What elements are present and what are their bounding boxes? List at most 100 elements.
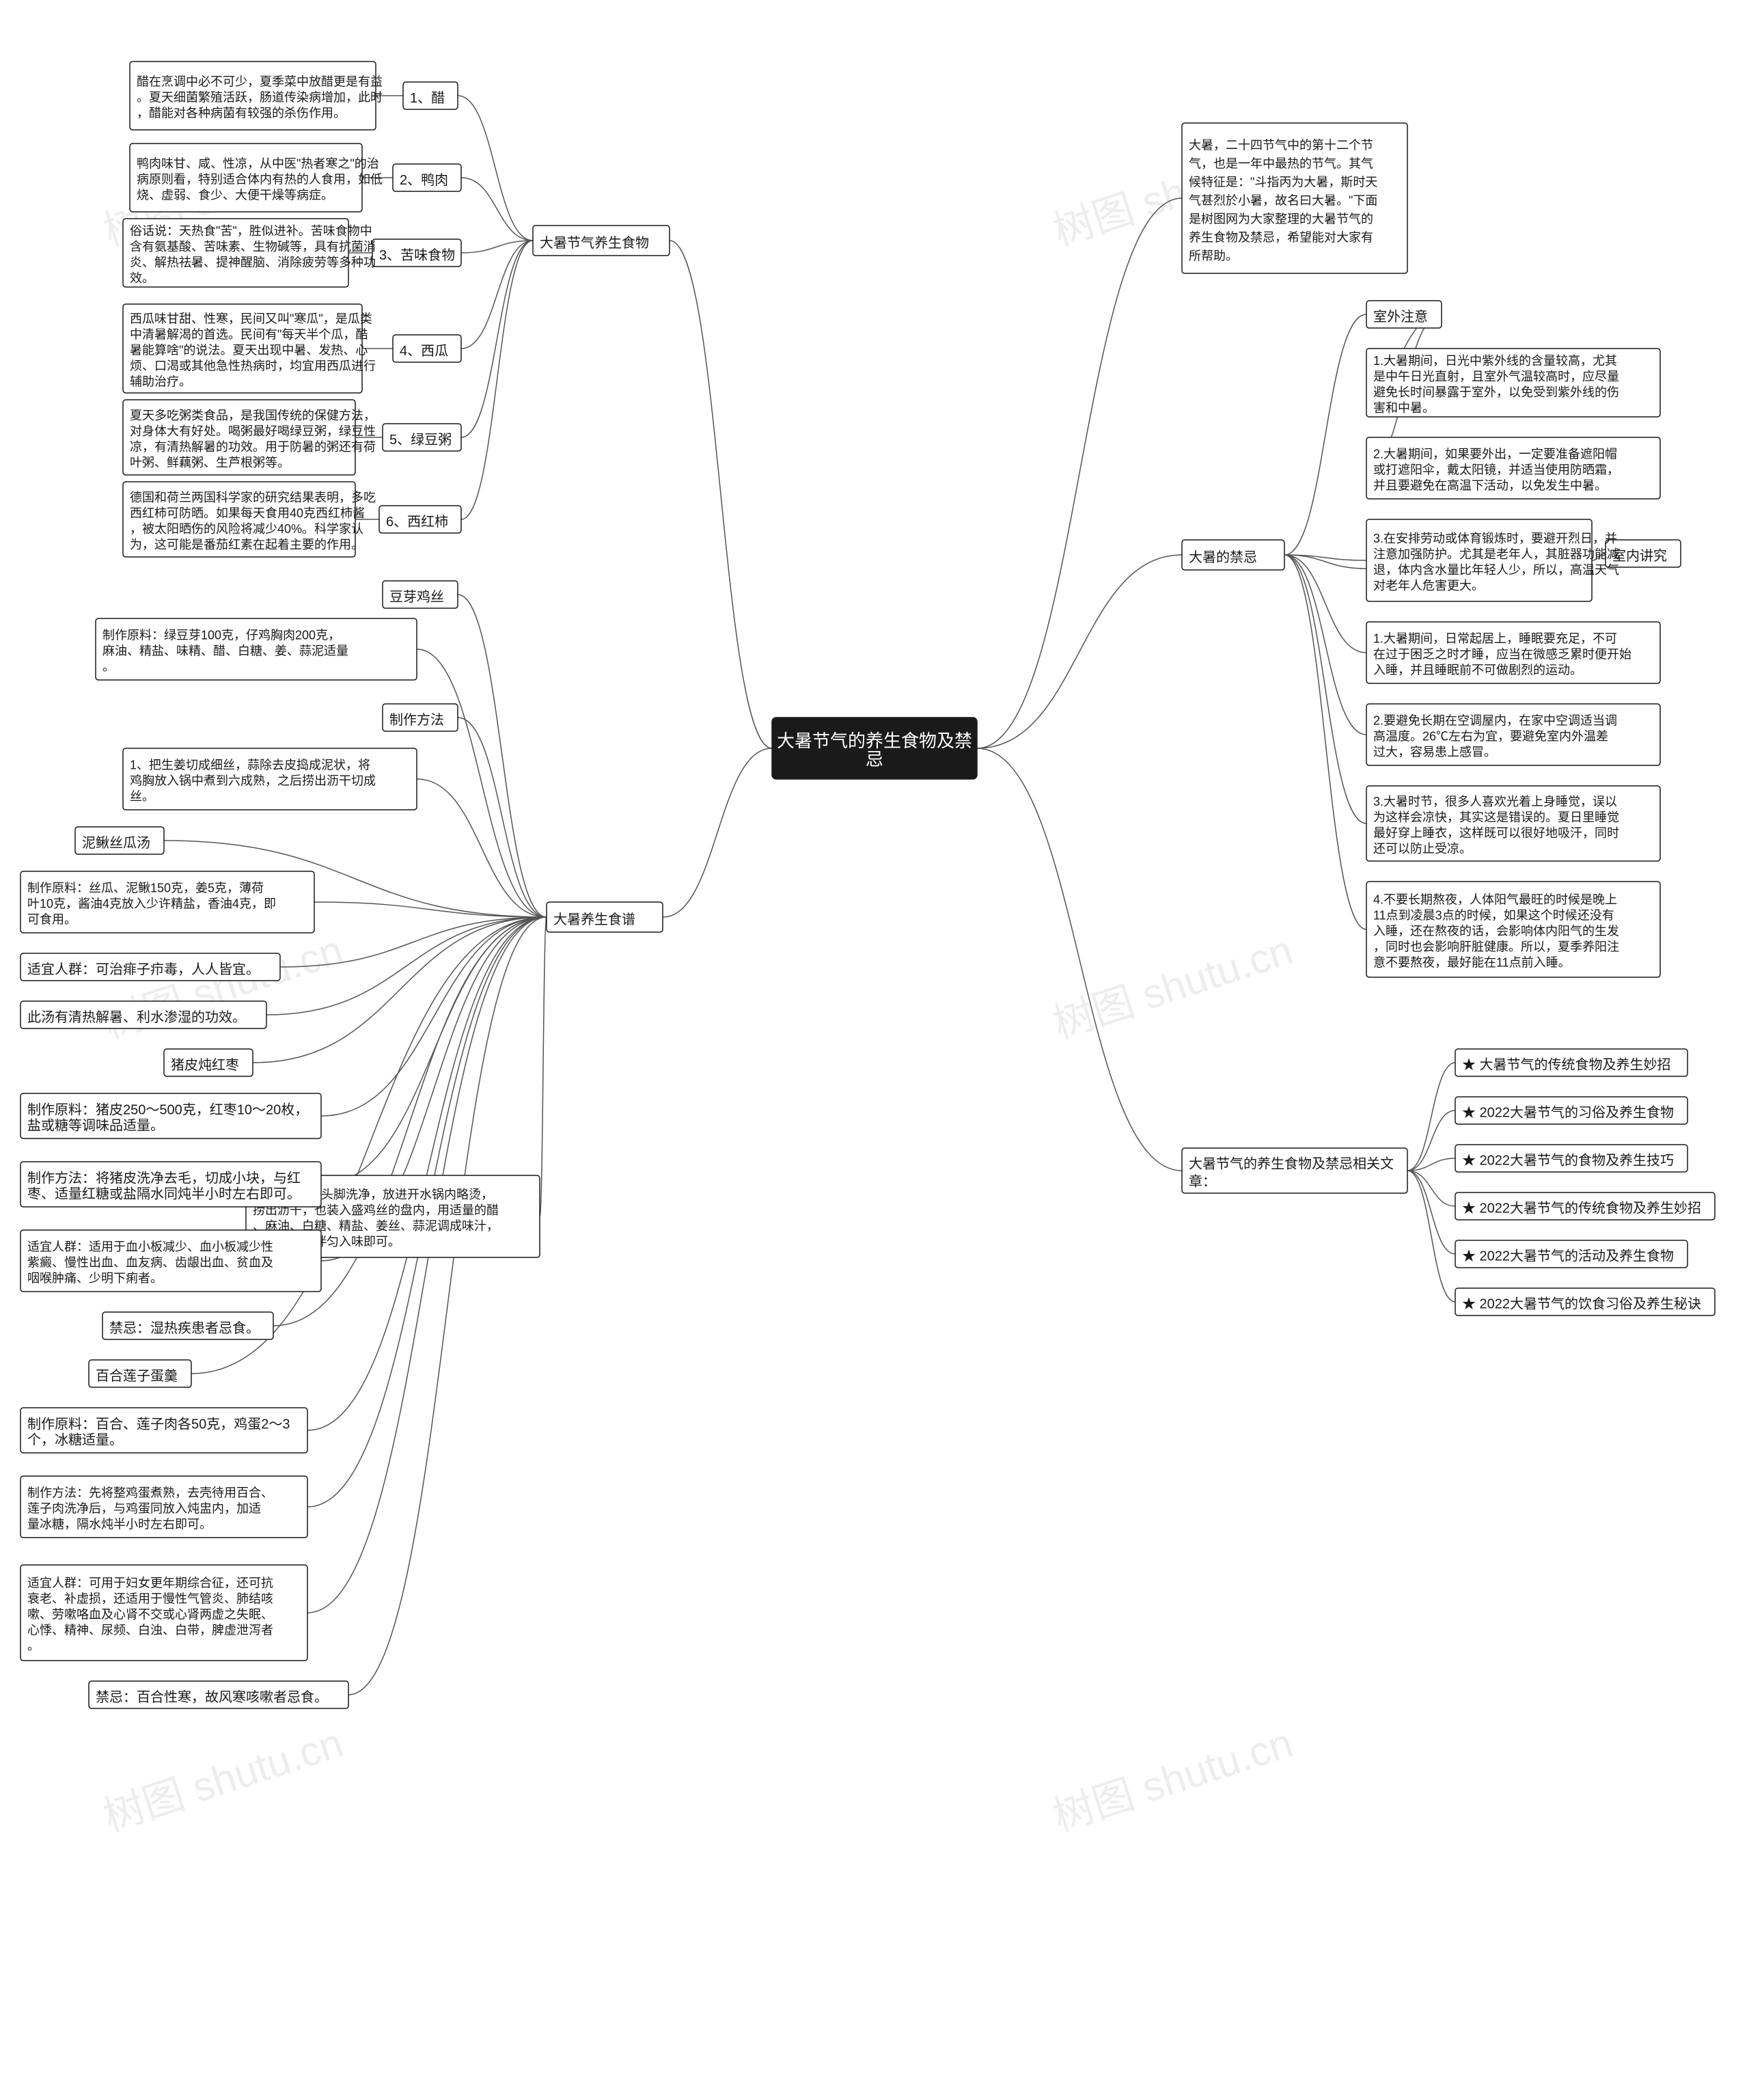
- svg-text:★ 大暑节气的传统食物及养生妙招: ★ 大暑节气的传统食物及养生妙招: [1462, 1056, 1671, 1072]
- svg-text:量冰糖，隔水炖半小时左右即可。: 量冰糖，隔水炖半小时左右即可。: [27, 1518, 212, 1531]
- svg-text:1、醋: 1、醋: [410, 90, 445, 106]
- svg-text:可食用。: 可食用。: [27, 913, 77, 927]
- outdoor-item: 2.大暑期间，如果要外出，一定要准备遮阳帽或打遮阳伞，戴太阳镜，并适当使用防晒霜…: [1366, 437, 1660, 499]
- svg-text:。: 。: [27, 1639, 40, 1652]
- related-item: ★ 2022大暑节气的习俗及养生食物: [1455, 1097, 1688, 1124]
- svg-text:衰老、补虚损，还适用于慢性气管炎、肺结咳: 衰老、补虚损，还适用于慢性气管炎、肺结咳: [27, 1592, 273, 1606]
- svg-text:制作方法：先将整鸡蛋煮熟，去壳待用百合、: 制作方法：先将整鸡蛋煮熟，去壳待用百合、: [27, 1486, 273, 1500]
- svg-text:西红柿可防晒。如果每天食用40克西红柿酱: 西红柿可防晒。如果每天食用40克西红柿酱: [130, 506, 365, 520]
- svg-text:泥鳅丝瓜汤: 泥鳅丝瓜汤: [82, 835, 150, 851]
- svg-text:高温度。26℃左右为宜，要避免室内外温差: 高温度。26℃左右为宜，要避免室内外温差: [1373, 730, 1608, 744]
- svg-text:，被太阳晒伤的风险将减少40%。科学家认: ，被太阳晒伤的风险将减少40%。科学家认: [130, 522, 363, 536]
- related-item: ★ 2022大暑节气的食物及养生技巧: [1455, 1145, 1688, 1172]
- svg-text:6、西红柿: 6、西红柿: [386, 514, 448, 530]
- svg-text:大暑，二十四节气中的第十二个节: 大暑，二十四节气中的第十二个节: [1189, 138, 1373, 152]
- recipe-node: 适宜人群：可治痱子疖毒，人人皆宜。: [20, 953, 280, 981]
- svg-text:★ 2022大暑节气的活动及养生食物: ★ 2022大暑节气的活动及养生食物: [1462, 1248, 1674, 1264]
- svg-text:室外注意: 室外注意: [1373, 309, 1428, 325]
- svg-text:是树图网为大家整理的大暑节气的: 是树图网为大家整理的大暑节气的: [1189, 212, 1373, 226]
- svg-text:凉，有清热解暑的功效。用于防暑的粥还有荷: 凉，有清热解暑的功效。用于防暑的粥还有荷: [130, 440, 376, 454]
- related-item: ★ 大暑节气的传统食物及养生妙招: [1455, 1049, 1688, 1076]
- svg-text:11点到凌晨3点的时候，如果这个时候还没有: 11点到凌晨3点的时候，如果这个时候还没有: [1373, 909, 1614, 923]
- svg-text:并且要避免在高温下活动，以免发生中暑。: 并且要避免在高温下活动，以免发生中暑。: [1373, 479, 1607, 493]
- svg-text:树图 shutu.cn: 树图 shutu.cn: [98, 927, 348, 1047]
- svg-text:在过于困乏之时才睡，应当在微感乏累时便开始: 在过于困乏之时才睡，应当在微感乏累时便开始: [1373, 648, 1631, 662]
- svg-text:4.不要长期熬夜，人体阳气最旺的时候是晚上: 4.不要长期熬夜，人体阳气最旺的时候是晚上: [1373, 893, 1617, 907]
- recipe-node: 百合莲子蛋羹: [89, 1360, 191, 1387]
- svg-text:鸭肉味甘、咸、性凉，从中医"热者寒之"的治: 鸭肉味甘、咸、性凉，从中医"热者寒之"的治: [137, 157, 379, 171]
- svg-text:3、苦味食物: 3、苦味食物: [379, 247, 455, 263]
- svg-text:树图 shutu.cn: 树图 shutu.cn: [98, 1719, 348, 1840]
- svg-text:大暑节气的养生食物及禁忌相关文: 大暑节气的养生食物及禁忌相关文: [1189, 1156, 1394, 1172]
- svg-text:暑能算啥"的说法。夏天出现中暑、发热、心: 暑能算啥"的说法。夏天出现中暑、发热、心: [130, 344, 368, 357]
- svg-text:1.大暑期间，日常起居上，睡眠要充足，不可: 1.大暑期间，日常起居上，睡眠要充足，不可: [1373, 632, 1617, 646]
- indoor-item: 2.要避免长期在空调屋内，在家中空调适当调高温度。26℃左右为宜，要避免室内外温…: [1366, 704, 1660, 765]
- svg-text:。: 。: [102, 660, 115, 674]
- svg-text:烦、口渴或其他急性热病时，均宜用西瓜进行: 烦、口渴或其他急性热病时，均宜用西瓜进行: [130, 359, 376, 373]
- svg-text:禁忌：湿热疾患者忌食。: 禁忌：湿热疾患者忌食。: [109, 1320, 260, 1336]
- svg-text:禁忌：百合性寒，故风寒咳嗽者忌食。: 禁忌：百合性寒，故风寒咳嗽者忌食。: [96, 1689, 328, 1705]
- svg-text:德国和荷兰两国科学家的研究结果表明，多吃: 德国和荷兰两国科学家的研究结果表明，多吃: [130, 491, 376, 504]
- food-desc: 夏天多吃粥类食品，是我国传统的保健方法，对身体大有好处。喝粥最好喝绿豆粥，绿豆性…: [123, 400, 376, 475]
- food-desc: 醋在烹调中必不可少，夏季菜中放醋更是有益。夏天细菌繁殖活跃，肠道传染病增加，此时…: [130, 62, 383, 130]
- svg-text:制作方法: 制作方法: [389, 712, 444, 728]
- svg-text:树图 shutu.cn: 树图 shutu.cn: [1047, 1719, 1297, 1840]
- food-desc: 俗话说：天热食"苦"，胜似进补。苦味食物中含有氨基酸、苦味素、生物碱等，具有抗菌…: [123, 219, 376, 287]
- svg-text:章：: 章：: [1189, 1173, 1216, 1189]
- food-item: 2、鸭肉: [393, 164, 461, 191]
- svg-text:制作原料：绿豆芽100克，仔鸡胸肉200克，: 制作原料：绿豆芽100克，仔鸡胸肉200克，: [102, 629, 340, 642]
- svg-text:★ 2022大暑节气的习俗及养生食物: ★ 2022大暑节气的习俗及养生食物: [1462, 1104, 1674, 1120]
- svg-text:适宜人群：可治痱子疖毒，人人皆宜。: 适宜人群：可治痱子疖毒，人人皆宜。: [27, 962, 260, 977]
- food-item: 5、绿豆粥: [383, 424, 461, 451]
- svg-text:★ 2022大暑节气的食物及养生技巧: ★ 2022大暑节气的食物及养生技巧: [1462, 1152, 1674, 1168]
- svg-text:莲子肉洗净后，与鸡蛋同放入炖盅内，加适: 莲子肉洗净后，与鸡蛋同放入炖盅内，加适: [27, 1502, 261, 1516]
- svg-text:养生食物及禁忌，希望能对大家有: 养生食物及禁忌，希望能对大家有: [1189, 230, 1373, 244]
- recipes-label: 大暑养生食谱: [547, 902, 663, 932]
- svg-text:害和中暑。: 害和中暑。: [1373, 401, 1435, 415]
- svg-text:是中午日光直射，且室外气温较高时，应尽量: 是中午日光直射，且室外气温较高时，应尽量: [1373, 370, 1619, 383]
- food-item: 4、西瓜: [393, 335, 461, 362]
- svg-text:大暑节气的养生食物及禁: 大暑节气的养生食物及禁: [777, 731, 972, 751]
- svg-text:候特征是："斗指丙为大暑，斯时天: 候特征是："斗指丙为大暑，斯时天: [1189, 175, 1377, 189]
- recipe-node: 猪皮炖红枣: [164, 1049, 253, 1076]
- svg-text:鸡胸放入锅中煮到六成熟，之后捞出沥干切成: 鸡胸放入锅中煮到六成熟，之后捞出沥干切成: [130, 774, 376, 788]
- svg-text:4、西瓜: 4、西瓜: [400, 344, 448, 359]
- recipe-node: 禁忌：百合性寒，故风寒咳嗽者忌食。: [89, 1681, 348, 1708]
- food-desc: 鸭肉味甘、咸、性凉，从中医"热者寒之"的治病原则看，特别适合体内有热的人食用，如…: [130, 144, 383, 212]
- svg-text:对老年人危害更大。: 对老年人危害更大。: [1373, 579, 1484, 592]
- svg-text:意不要熬夜，最好能在11点前入睡。: 意不要熬夜，最好能在11点前入睡。: [1373, 955, 1571, 969]
- svg-text:入睡，并且睡眠前不可做剧烈的运动。: 入睡，并且睡眠前不可做剧烈的运动。: [1373, 664, 1582, 677]
- svg-text:含有氨基酸、苦味素、生物碱等，具有抗菌消: 含有氨基酸、苦味素、生物碱等，具有抗菌消: [130, 240, 376, 254]
- svg-text:适宜人群：可用于妇女更年期综合征，还可抗: 适宜人群：可用于妇女更年期综合征，还可抗: [27, 1577, 273, 1590]
- svg-text:树图 shutu.cn: 树图 shutu.cn: [1047, 927, 1297, 1047]
- svg-text:★ 2022大暑节气的传统食物及养生妙招: ★ 2022大暑节气的传统食物及养生妙招: [1462, 1200, 1701, 1216]
- svg-text:2.大暑期间，如果要外出，一定要准备遮阳帽: 2.大暑期间，如果要外出，一定要准备遮阳帽: [1373, 448, 1617, 461]
- food-desc: 西瓜味甘甜、性寒，民间又叫"寒瓜"，是瓜类中清暑解渴的首选。民间有"每天半个瓜，…: [123, 304, 376, 393]
- svg-text:制作原料：百合、莲子肉各50克，鸡蛋2～3: 制作原料：百合、莲子肉各50克，鸡蛋2～3: [27, 1417, 290, 1432]
- svg-text:心悸、精神、尿频、白浊、白带，脾虚泄泻者: 心悸、精神、尿频、白浊、白带，脾虚泄泻者: [27, 1624, 273, 1637]
- recipe-node: 制作方法: [383, 704, 458, 731]
- svg-text:大暑养生食谱: 大暑养生食谱: [553, 912, 635, 927]
- recipe-node: 此汤有清热解暑、利水渗湿的功效。: [20, 1001, 266, 1028]
- svg-text:或打遮阳伞，戴太阳镜，并适当使用防晒霜，: 或打遮阳伞，戴太阳镜，并适当使用防晒霜，: [1373, 463, 1619, 477]
- svg-text:叶10克，酱油4克放入少许精盐，香油4克，即: 叶10克，酱油4克放入少许精盐，香油4克，即: [27, 897, 276, 911]
- indoor-item: 1.大暑期间，日常起居上，睡眠要充足，不可在过于困乏之时才睡，应当在微感乏累时便…: [1366, 622, 1660, 683]
- recipe-node: 适宜人群：适用于血小板减少、血小板减少性紫癜、慢性出血、血友病、齿龈出血、贫血及…: [20, 1230, 321, 1292]
- svg-text:此汤有清热解暑、利水渗湿的功效。: 此汤有清热解暑、利水渗湿的功效。: [27, 1009, 246, 1025]
- svg-text:大暑的禁忌: 大暑的禁忌: [1189, 549, 1257, 565]
- related-label: 大暑节气的养生食物及禁忌相关文章：: [1182, 1148, 1407, 1193]
- food-item: 6、西红柿: [379, 506, 461, 533]
- svg-text:室内讲究: 室内讲究: [1612, 548, 1667, 564]
- svg-text:豆芽鸡丝: 豆芽鸡丝: [389, 589, 444, 605]
- indoor-item: 3.大暑时节，很多人喜欢光着上身睡觉，误以为这样会凉快，其实这是错误的。夏日里睡…: [1366, 786, 1660, 861]
- svg-text:忌: 忌: [866, 749, 883, 769]
- svg-text:枣、适量红糖或盐隔水同炖半小时左右即可。: 枣、适量红糖或盐隔水同炖半小时左右即可。: [27, 1186, 301, 1202]
- root-node: 大暑节气的养生食物及禁忌: [772, 718, 977, 779]
- svg-text:烧、虚弱、食少、大便干燥等病症。: 烧、虚弱、食少、大便干燥等病症。: [137, 189, 333, 202]
- svg-text:醋在烹调中必不可少，夏季菜中放醋更是有益: 醋在烹调中必不可少，夏季菜中放醋更是有益: [137, 75, 383, 89]
- food-item: 1、醋: [403, 82, 458, 109]
- related-item: ★ 2022大暑节气的活动及养生食物: [1455, 1240, 1688, 1268]
- recipe-node: 制作方法：先将整鸡蛋煮熟，去壳待用百合、莲子肉洗净后，与鸡蛋同放入炖盅内，加适量…: [20, 1476, 307, 1538]
- food-desc: 德国和荷兰两国科学家的研究结果表明，多吃西红柿可防晒。如果每天食用40克西红柿酱…: [123, 482, 376, 557]
- svg-text:西瓜味甘甜、性寒，民间又叫"寒瓜"，是瓜类: 西瓜味甘甜、性寒，民间又叫"寒瓜"，是瓜类: [130, 312, 372, 326]
